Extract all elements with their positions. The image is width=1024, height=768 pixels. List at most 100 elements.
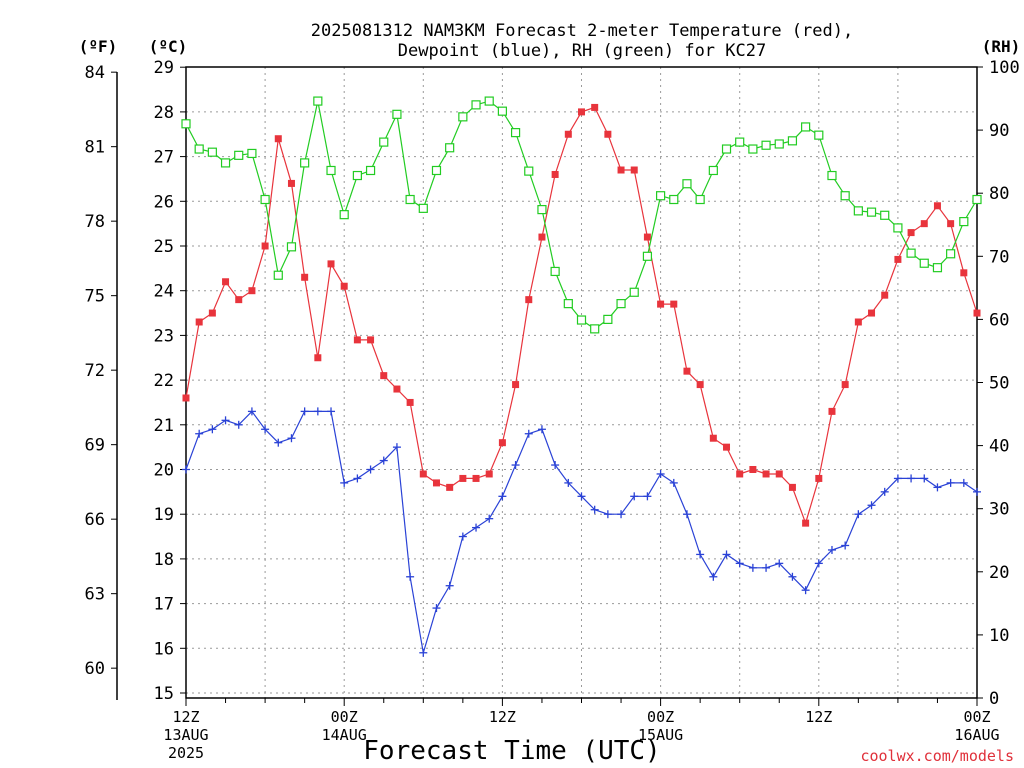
rh-point bbox=[774, 139, 784, 149]
dewpoint-point bbox=[722, 550, 731, 559]
dewpoint-point bbox=[841, 541, 850, 550]
dewpoint-point bbox=[590, 505, 599, 514]
dewpoint-point bbox=[524, 429, 533, 438]
rh-point bbox=[445, 143, 455, 153]
fahrenheit-tick-label: 75 bbox=[85, 287, 105, 307]
rh-tick-label: 0 bbox=[989, 689, 999, 709]
rh-point bbox=[853, 206, 863, 216]
dewpoint-point bbox=[498, 492, 507, 501]
dewpoint-point bbox=[775, 559, 784, 568]
rh-point bbox=[550, 266, 560, 277]
temperature-point bbox=[960, 269, 968, 277]
dewpoint-point bbox=[682, 510, 691, 519]
temperature-point bbox=[551, 170, 559, 178]
rh-point bbox=[932, 263, 943, 273]
temperature-point bbox=[472, 474, 480, 482]
temperature-point bbox=[894, 255, 902, 263]
temperature-point bbox=[881, 291, 889, 299]
dewpoint-point bbox=[827, 545, 836, 554]
temperature-point bbox=[670, 300, 678, 308]
dewpoint-point bbox=[814, 559, 823, 568]
temperature-point bbox=[591, 103, 599, 111]
rh-unit-label: (RH) bbox=[982, 37, 1021, 56]
temperature-point bbox=[340, 282, 348, 290]
rh-point bbox=[827, 170, 837, 181]
fahrenheit-tick-label: 66 bbox=[85, 510, 105, 530]
dewpoint-point bbox=[221, 416, 230, 425]
dewpoint-point bbox=[551, 461, 560, 470]
celsius-unit-label: (ºC) bbox=[149, 37, 188, 56]
dewpoint-point bbox=[287, 434, 296, 443]
celsius-tick-label: 22 bbox=[154, 371, 174, 391]
rh-point bbox=[959, 216, 969, 227]
rh-point bbox=[484, 96, 494, 106]
rh-point bbox=[748, 144, 758, 154]
rh-tick-label: 90 bbox=[989, 121, 1009, 141]
temperature-point bbox=[762, 470, 770, 478]
temperature-point bbox=[723, 443, 731, 451]
rh-point bbox=[431, 165, 442, 176]
dewpoint-point bbox=[472, 523, 481, 532]
dewpoint-point bbox=[854, 510, 863, 519]
rh-point bbox=[695, 194, 705, 205]
rh-point bbox=[906, 248, 916, 258]
dewpoint-point bbox=[893, 474, 902, 483]
rh-point bbox=[682, 179, 692, 189]
celsius-tick-label: 19 bbox=[154, 505, 174, 525]
temperature-point bbox=[353, 336, 361, 344]
rh-point bbox=[339, 210, 349, 220]
temperature-point bbox=[775, 470, 783, 478]
rh-tick-label: 80 bbox=[989, 184, 1009, 204]
dewpoint-point bbox=[419, 648, 428, 657]
rh-tick-label: 20 bbox=[989, 563, 1009, 583]
rh-point bbox=[220, 158, 231, 168]
x-axis-label: Forecast Time (UTC) bbox=[363, 736, 660, 766]
dewpoint-point bbox=[603, 510, 612, 519]
temperature-point bbox=[578, 108, 585, 116]
dewpoint-point bbox=[511, 461, 520, 470]
temperature-point bbox=[973, 309, 981, 317]
temperature-point bbox=[617, 166, 625, 174]
temperature-point bbox=[222, 278, 230, 286]
temperature-point bbox=[235, 296, 243, 304]
temperature-point bbox=[657, 300, 665, 308]
rh-point bbox=[880, 210, 890, 220]
fahrenheit-tick-label: 84 bbox=[85, 63, 105, 83]
dewpoint-point bbox=[696, 550, 705, 559]
x-tick-label: 15AUG bbox=[638, 726, 683, 744]
rh-tick-label: 40 bbox=[989, 437, 1009, 457]
dewpoint-point bbox=[788, 572, 797, 581]
celsius-tick-label: 21 bbox=[154, 416, 174, 436]
celsius-tick-label: 28 bbox=[154, 103, 174, 123]
fahrenheit-tick-label: 69 bbox=[85, 436, 105, 456]
rh-point bbox=[458, 112, 468, 122]
rh-point bbox=[590, 324, 600, 334]
series-rh bbox=[181, 96, 982, 334]
dewpoint-point bbox=[920, 474, 929, 483]
temperature-point bbox=[393, 385, 401, 393]
x-tick-label: 12Z bbox=[172, 708, 199, 726]
rh-point bbox=[893, 223, 903, 233]
dewpoint-point bbox=[182, 465, 190, 474]
temperature-point bbox=[538, 233, 546, 241]
temperature-point bbox=[749, 466, 757, 473]
dewpoint-point bbox=[973, 487, 981, 496]
temperature-point bbox=[195, 318, 203, 326]
x-tick-label: 16AUG bbox=[954, 726, 999, 744]
rh-point bbox=[972, 194, 982, 205]
x-tick-label: 13AUG bbox=[163, 726, 208, 744]
dewpoint-point bbox=[709, 572, 718, 581]
fahrenheit-tick-label: 63 bbox=[85, 585, 105, 605]
rh-point bbox=[234, 150, 244, 160]
temperature-point bbox=[788, 483, 796, 491]
temperature-point bbox=[604, 130, 612, 138]
temperature-point bbox=[459, 474, 467, 482]
rh-point bbox=[510, 128, 521, 138]
rh-point bbox=[866, 207, 877, 217]
rh-point bbox=[761, 140, 771, 150]
celsius-tick-label: 17 bbox=[154, 595, 174, 615]
dewpoint-point bbox=[458, 532, 467, 541]
dewpoint-point bbox=[445, 581, 454, 590]
dewpoint-point bbox=[867, 501, 876, 510]
